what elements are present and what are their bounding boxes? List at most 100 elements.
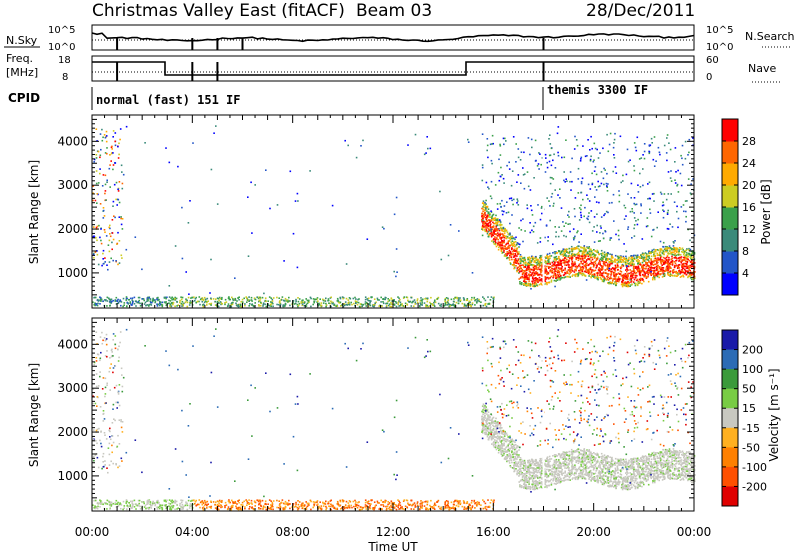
power-cell	[538, 276, 541, 279]
power-cell	[653, 274, 655, 276]
power-cell	[691, 257, 693, 260]
velocity-cell	[474, 507, 476, 509]
power-cell	[234, 299, 237, 301]
power-cell	[483, 297, 485, 300]
velocity-cell	[297, 507, 300, 510]
power-cell	[553, 258, 556, 261]
power-cell	[519, 281, 521, 283]
power-cell	[545, 281, 548, 284]
power-cell	[150, 304, 153, 306]
power-cell	[618, 190, 620, 192]
power-cell	[501, 229, 504, 231]
power-cell	[667, 271, 669, 273]
power-cell	[610, 268, 613, 270]
velocity-cell	[367, 502, 369, 505]
velocity-cell	[131, 505, 134, 508]
power-cell	[513, 245, 516, 248]
power-cell	[588, 258, 590, 261]
power-cell	[512, 250, 514, 253]
power-cell	[661, 267, 664, 269]
power-cell	[393, 270, 395, 273]
power-cell	[686, 260, 689, 263]
power-cell	[224, 303, 226, 306]
power-cell	[176, 300, 178, 303]
power-cell	[485, 222, 487, 224]
power-cell	[485, 229, 488, 232]
power-cell	[296, 266, 299, 269]
power-cell	[614, 166, 617, 168]
power-cell	[526, 207, 529, 210]
power-cell	[672, 249, 674, 251]
power-cell	[571, 157, 573, 160]
velocity-cell	[474, 502, 476, 505]
power-cell	[501, 237, 503, 239]
power-cell	[561, 269, 563, 272]
power-cell	[125, 125, 128, 128]
power-cell	[235, 302, 237, 305]
power-cell	[566, 180, 568, 182]
power-cell	[382, 301, 384, 303]
power-cell	[643, 270, 646, 273]
power-cell	[569, 272, 571, 274]
power-cell	[304, 301, 306, 303]
power-cell	[357, 298, 359, 301]
power-cell	[504, 137, 506, 140]
power-cell	[675, 265, 677, 267]
power-cell	[329, 302, 331, 305]
power-cell	[529, 153, 531, 156]
power-cell	[569, 171, 572, 173]
power-cell	[271, 301, 273, 304]
power-cell	[166, 296, 168, 299]
power-cell	[606, 275, 608, 278]
power-cell	[638, 268, 641, 271]
power-cell	[298, 298, 301, 300]
power-cell	[451, 304, 454, 306]
power-cell	[359, 303, 362, 305]
power-cell	[595, 257, 598, 260]
power-cell	[606, 259, 609, 261]
power-cell	[506, 256, 509, 259]
power-cell	[680, 261, 683, 264]
power-cell	[238, 303, 241, 306]
power-cell	[610, 274, 612, 276]
power-cell	[510, 254, 512, 256]
power-cell	[457, 297, 460, 299]
power-cell	[669, 250, 671, 253]
power-cell	[525, 278, 527, 280]
power-cell	[362, 303, 364, 306]
power-cell	[531, 256, 534, 258]
power-cell	[657, 272, 659, 275]
power-cell	[686, 257, 689, 260]
power-cell	[117, 190, 120, 192]
power-cell	[663, 261, 666, 263]
power-cell	[634, 275, 637, 277]
power-cell	[527, 282, 530, 285]
velocity-cell	[156, 500, 158, 502]
power-cell	[675, 251, 678, 254]
power-cell	[138, 296, 141, 299]
power-cell	[563, 273, 566, 276]
power-cell	[135, 300, 137, 302]
power-cell	[240, 305, 242, 308]
power-cell	[589, 158, 592, 161]
velocity-cell	[336, 508, 339, 510]
power-cell	[589, 268, 592, 270]
power-cell	[615, 274, 617, 277]
power-cell	[573, 271, 576, 273]
power-cell	[604, 169, 606, 171]
power-cell	[526, 278, 528, 281]
power-cell	[531, 258, 534, 260]
power-cell	[607, 274, 609, 276]
power-cell	[386, 302, 388, 305]
power-cell	[673, 201, 676, 203]
velocity-cell	[388, 507, 390, 510]
power-cell	[297, 200, 299, 202]
power-cell	[490, 296, 493, 298]
power-cell	[618, 256, 620, 259]
power-cell	[638, 272, 641, 274]
power-cell	[674, 271, 676, 273]
power-cell	[642, 184, 644, 187]
velocity-cell	[493, 499, 495, 502]
power-cell	[659, 258, 662, 261]
